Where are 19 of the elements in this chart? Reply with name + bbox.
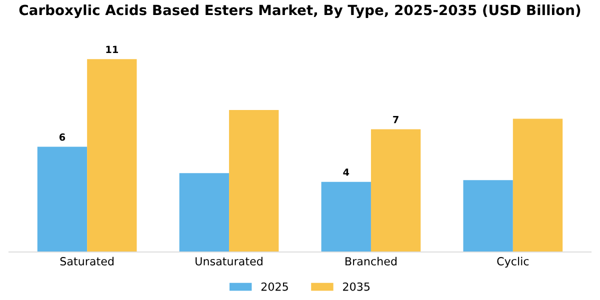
data-label: 4	[343, 168, 350, 176]
data-label: 6	[59, 133, 66, 141]
data-label: 11	[106, 46, 118, 53]
x-tick-label: Unsaturated	[196, 256, 262, 266]
legend-label: 2025	[261, 282, 288, 291]
chart-title: Carboxylic Acids Based Esters Market, By Type, 2025-2035 (USD Billion)	[19, 4, 580, 18]
bar	[512, 118, 563, 252]
bar	[229, 110, 279, 252]
x-tick-label: Cyclic	[497, 256, 529, 268]
x-tick-label: Branched	[346, 256, 397, 266]
bar	[87, 59, 137, 252]
bar	[463, 180, 513, 252]
bar	[179, 173, 230, 252]
bar	[321, 182, 371, 252]
bar	[37, 146, 88, 252]
x-tick-label: Saturated	[60, 256, 114, 266]
bar	[370, 129, 421, 252]
data-label: 7	[393, 116, 398, 124]
legend-label: 2035	[343, 282, 370, 291]
